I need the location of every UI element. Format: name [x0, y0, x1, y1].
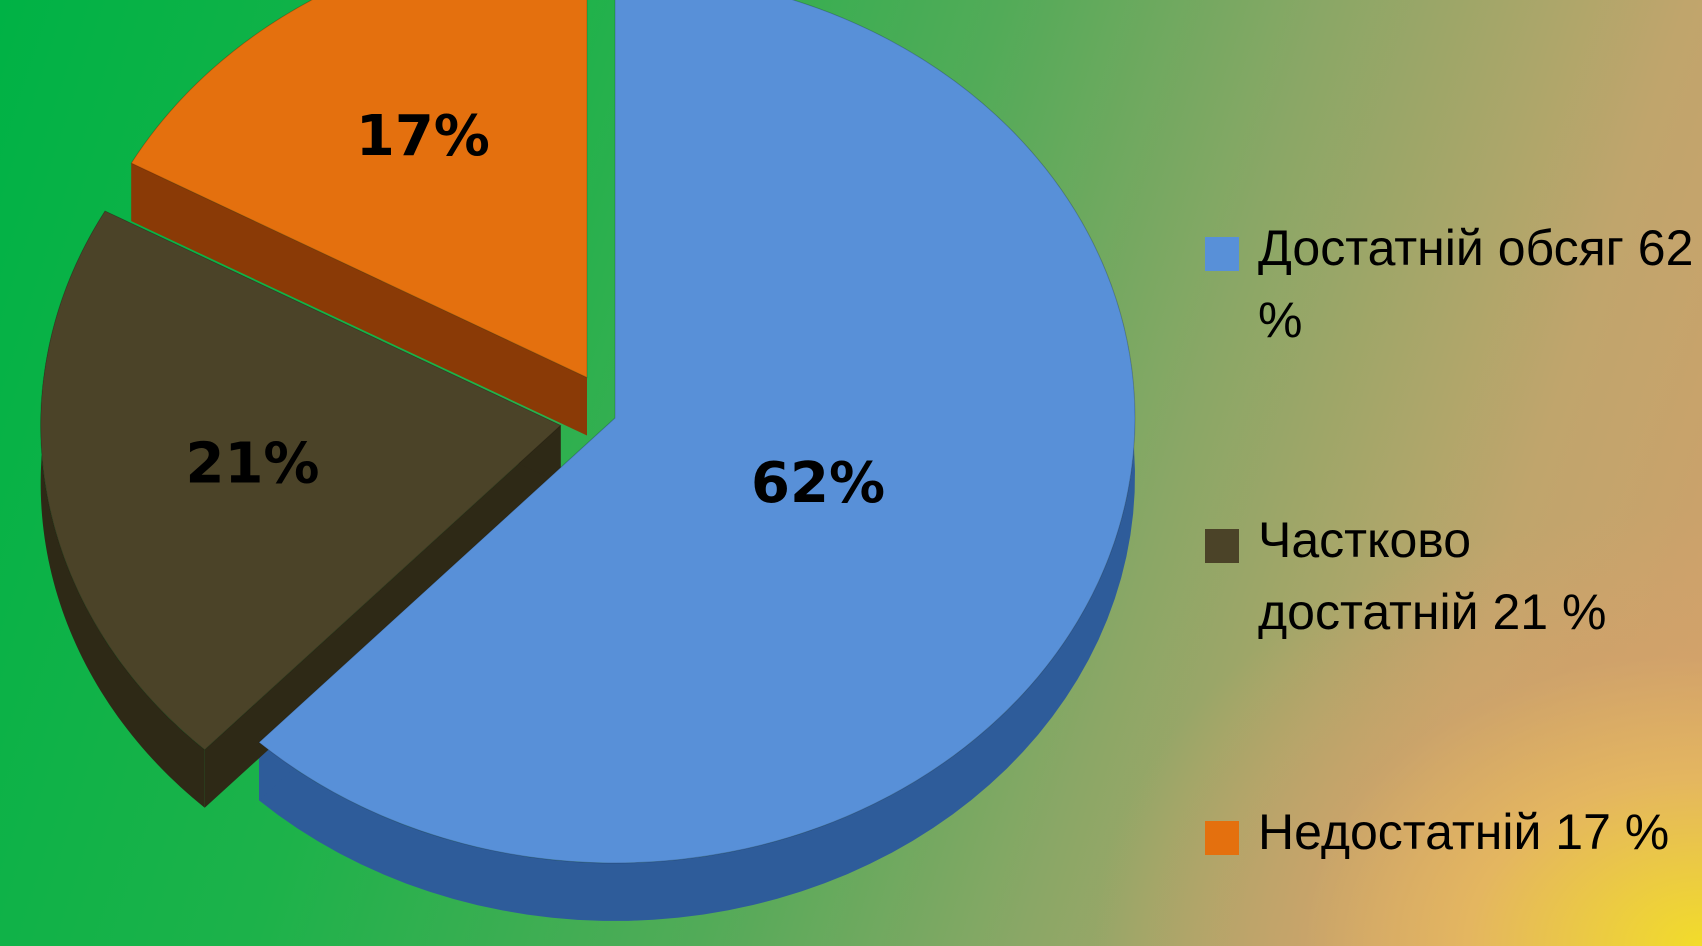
legend-label: Достатній обсяг 62 % [1258, 220, 1694, 348]
pie-slice [40, 210, 562, 751]
legend-swatch [1205, 821, 1239, 855]
pie-slice-value-label: 62% [751, 451, 885, 516]
legend-item: Достатній обсяг 62 % [1205, 212, 1695, 356]
pie-labels-layer: 62% 21% 17% [185, 104, 885, 516]
pie-slice-side [259, 0, 1135, 921]
pie-slice-wall [131, 163, 588, 436]
pie-slice [258, 0, 1136, 864]
legend-label: Частково достатній 21 % [1258, 512, 1607, 640]
pie-slice-value-label: 21% [185, 431, 319, 496]
legend: Достатній обсяг 62 % Частково достатній … [1205, 212, 1695, 868]
legend-item: Недостатній 17 % [1205, 796, 1695, 868]
legend-swatch [1205, 237, 1239, 271]
pie-slice-side [40, 210, 205, 808]
legend-label: Недостатній 17 % [1258, 804, 1670, 860]
legend-item: Частково достатній 21 % [1205, 504, 1695, 648]
legend-swatch [1205, 529, 1239, 563]
pie-slice-value-label: 17% [356, 104, 490, 169]
pie-top-layer [40, 0, 1136, 864]
pie-slice [130, 0, 588, 379]
